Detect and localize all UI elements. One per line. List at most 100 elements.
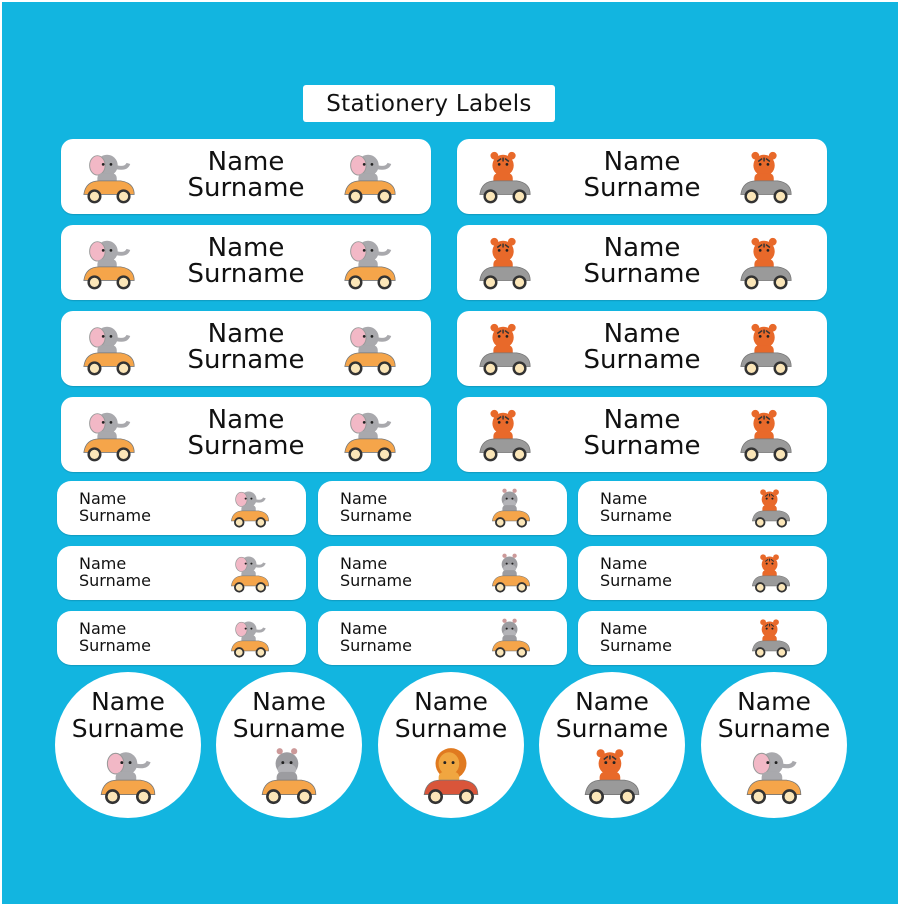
tiger-car-icon	[474, 145, 536, 209]
label-text: Name Surname	[61, 407, 431, 459]
small-label: Name Surname	[318, 481, 567, 535]
label-name: Name	[340, 554, 388, 573]
small-label: Name Surname	[318, 611, 567, 665]
elephant-car-icon	[339, 317, 401, 381]
label-text: Name Surname	[600, 620, 672, 654]
label-text: Name Surname	[55, 688, 201, 742]
tiger-car-icon	[748, 550, 794, 596]
label-surname: Surname	[187, 259, 305, 289]
elephant-car-icon	[339, 145, 401, 209]
label-surname: Surname	[394, 714, 508, 743]
label-surname: Surname	[79, 571, 151, 590]
label-name: Name	[340, 489, 388, 508]
label-name: Name	[600, 489, 648, 508]
elephant-car-icon	[78, 403, 140, 467]
big-label: Name Surname	[61, 311, 431, 386]
round-label: Name Surname	[55, 672, 201, 818]
label-text: Name Surname	[457, 407, 827, 459]
label-name: Name	[600, 554, 648, 573]
round-label: Name Surname	[216, 672, 362, 818]
tiger-car-icon	[748, 615, 794, 661]
tiger-car-icon	[735, 145, 797, 209]
big-label: Name Surname	[61, 139, 431, 214]
label-name: Name	[414, 687, 488, 716]
elephant-car-icon	[227, 615, 273, 661]
label-surname: Surname	[583, 259, 701, 289]
tiger-car-icon	[474, 231, 536, 295]
hippo-car-icon	[488, 485, 534, 531]
label-surname: Surname	[340, 571, 412, 590]
label-surname: Surname	[340, 636, 412, 655]
label-text: Name Surname	[216, 688, 362, 742]
small-label: Name Surname	[318, 546, 567, 600]
label-text: Name Surname	[61, 235, 431, 287]
label-name: Name	[207, 147, 285, 177]
big-label: Name Surname	[457, 397, 827, 472]
sheet-title: Stationery Labels	[303, 85, 555, 122]
label-name: Name	[603, 319, 681, 349]
elephant-car-icon	[227, 550, 273, 596]
small-label: Name Surname	[57, 481, 306, 535]
big-label: Name Surname	[61, 225, 431, 300]
label-text: Name Surname	[340, 555, 412, 589]
small-label: Name Surname	[578, 481, 827, 535]
elephant-car-icon	[339, 403, 401, 467]
label-name: Name	[737, 687, 811, 716]
label-text: Name Surname	[600, 490, 672, 524]
hippo-car-icon	[488, 550, 534, 596]
tiger-car-icon	[735, 231, 797, 295]
label-surname: Surname	[71, 714, 185, 743]
label-name: Name	[575, 687, 649, 716]
label-name: Name	[79, 489, 127, 508]
label-text: Name Surname	[457, 235, 827, 287]
label-text: Name Surname	[378, 688, 524, 742]
label-name: Name	[207, 405, 285, 435]
round-label: Name Surname	[378, 672, 524, 818]
tiger-car-icon	[474, 317, 536, 381]
label-name: Name	[603, 233, 681, 263]
big-label: Name Surname	[61, 397, 431, 472]
big-label: Name Surname	[457, 139, 827, 214]
label-surname: Surname	[600, 506, 672, 525]
label-text: Name Surname	[539, 688, 685, 742]
label-surname: Surname	[600, 636, 672, 655]
elephant-car-icon	[78, 317, 140, 381]
hippo-car-icon	[488, 615, 534, 661]
round-label: Name Surname	[539, 672, 685, 818]
label-name: Name	[207, 233, 285, 263]
label-name: Name	[603, 147, 681, 177]
label-surname: Surname	[583, 345, 701, 375]
elephant-car-icon	[339, 231, 401, 295]
tiger-car-icon	[579, 742, 645, 810]
label-name: Name	[91, 687, 165, 716]
label-name: Name	[207, 319, 285, 349]
label-surname: Surname	[600, 571, 672, 590]
small-label: Name Surname	[57, 546, 306, 600]
label-name: Name	[340, 619, 388, 638]
round-label: Name Surname	[701, 672, 847, 818]
label-surname: Surname	[187, 345, 305, 375]
label-text: Name Surname	[79, 555, 151, 589]
label-name: Name	[79, 554, 127, 573]
label-name: Name	[79, 619, 127, 638]
elephant-car-icon	[78, 145, 140, 209]
label-surname: Surname	[583, 431, 701, 461]
label-surname: Surname	[79, 506, 151, 525]
big-label: Name Surname	[457, 225, 827, 300]
big-label: Name Surname	[457, 311, 827, 386]
label-surname: Surname	[717, 714, 831, 743]
label-surname: Surname	[187, 431, 305, 461]
label-name: Name	[603, 405, 681, 435]
label-surname: Surname	[583, 173, 701, 203]
tiger-car-icon	[735, 317, 797, 381]
label-name: Name	[600, 619, 648, 638]
label-surname: Surname	[79, 636, 151, 655]
tiger-car-icon	[735, 403, 797, 467]
label-text: Name Surname	[701, 688, 847, 742]
lion-car-icon	[418, 742, 484, 810]
label-text: Name Surname	[340, 490, 412, 524]
label-name: Name	[252, 687, 326, 716]
label-text: Name Surname	[79, 490, 151, 524]
elephant-car-icon	[78, 231, 140, 295]
